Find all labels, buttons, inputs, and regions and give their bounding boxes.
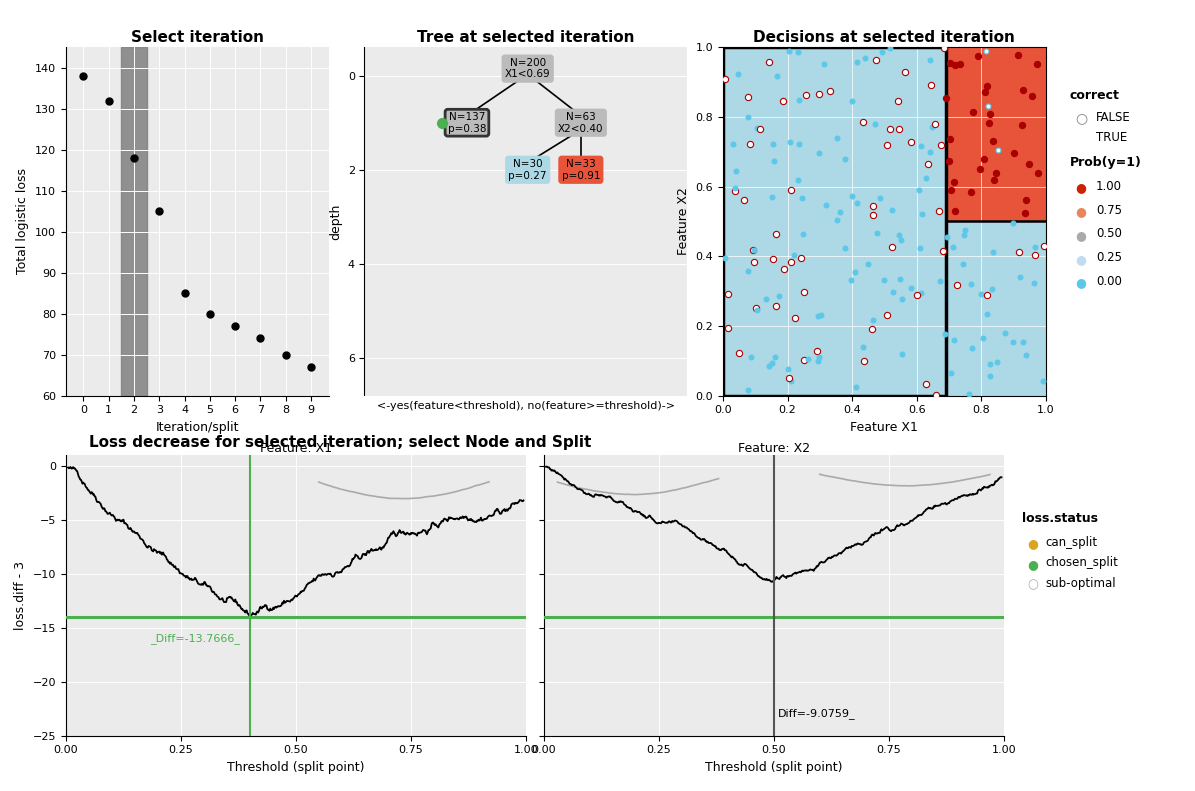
Title: Decisions at selected iteration: Decisions at selected iteration xyxy=(753,30,1016,45)
Text: ●: ● xyxy=(1076,252,1086,266)
Point xyxy=(251,332,270,345)
Text: sub-optimal: sub-optimal xyxy=(1046,577,1116,590)
Text: 0.75: 0.75 xyxy=(1096,203,1122,217)
Point xyxy=(74,70,93,82)
Bar xyxy=(122,47,147,396)
Text: ●: ● xyxy=(1076,205,1086,218)
Text: Prob(y=1): Prob(y=1) xyxy=(1070,156,1141,169)
Y-axis label: loss.diff - 3: loss.diff - 3 xyxy=(14,561,27,630)
Text: ○: ○ xyxy=(1028,578,1038,592)
Text: N=30
p=0.27: N=30 p=0.27 xyxy=(508,159,547,180)
Text: FALSE: FALSE xyxy=(1096,111,1130,124)
Point xyxy=(174,287,194,300)
Text: TRUE: TRUE xyxy=(1096,131,1127,144)
Text: Diff=-9.0759_: Diff=-9.0759_ xyxy=(778,709,856,720)
Title: Feature: X2: Feature: X2 xyxy=(737,442,810,455)
Text: Loss decrease for selected iteration; select Node and Split: Loss decrease for selected iteration; se… xyxy=(90,435,592,450)
Bar xyxy=(723,47,945,396)
Point xyxy=(201,307,220,320)
Text: N=63
X2<0.40: N=63 X2<0.40 xyxy=(558,112,603,134)
Text: can_split: can_split xyxy=(1046,536,1098,549)
Title: Feature: X1: Feature: X1 xyxy=(259,442,332,455)
Text: 1.00: 1.00 xyxy=(1096,180,1122,193)
Text: loss.status: loss.status xyxy=(1022,512,1098,525)
Point xyxy=(99,94,118,107)
X-axis label: Iteration/split: Iteration/split xyxy=(155,421,239,433)
Y-axis label: Feature X2: Feature X2 xyxy=(676,187,690,255)
Text: _Diff=-13.7666_: _Diff=-13.7666_ xyxy=(151,633,240,644)
Point xyxy=(276,348,295,361)
X-axis label: <-yes(feature<threshold), no(feature>=threshold)->: <-yes(feature<threshold), no(feature>=th… xyxy=(376,401,675,411)
Bar xyxy=(723,47,945,396)
Bar xyxy=(945,47,1046,221)
Text: N=200
X1<0.69: N=200 X1<0.69 xyxy=(504,58,551,79)
Bar xyxy=(945,221,1046,396)
Text: ●: ● xyxy=(1076,229,1086,242)
Text: ●: ● xyxy=(1028,537,1038,551)
Title: Select iteration: Select iteration xyxy=(130,30,264,45)
Text: correct: correct xyxy=(1070,89,1120,102)
Point xyxy=(149,205,168,218)
Y-axis label: Total logistic loss: Total logistic loss xyxy=(17,168,30,274)
Text: N=33
p=0.91: N=33 p=0.91 xyxy=(562,159,600,180)
X-axis label: Threshold (split point): Threshold (split point) xyxy=(705,761,842,774)
Title: Tree at selected iteration: Tree at selected iteration xyxy=(417,30,635,45)
X-axis label: Feature X1: Feature X1 xyxy=(851,421,918,433)
Text: ●: ● xyxy=(1076,181,1086,195)
Point xyxy=(226,320,245,332)
Point xyxy=(124,152,143,165)
Text: 0.50: 0.50 xyxy=(1096,227,1122,240)
Text: ●: ● xyxy=(1076,276,1086,290)
Text: 0.25: 0.25 xyxy=(1096,251,1122,264)
Text: chosen_split: chosen_split xyxy=(1046,556,1119,570)
Text: ○: ○ xyxy=(1076,112,1087,126)
Text: ●: ● xyxy=(1028,558,1038,571)
Text: N=137
p=0.38: N=137 p=0.38 xyxy=(448,112,486,134)
Y-axis label: depth: depth xyxy=(329,203,342,240)
X-axis label: Threshold (split point): Threshold (split point) xyxy=(227,761,364,774)
Point xyxy=(301,361,320,373)
Text: 0.00: 0.00 xyxy=(1096,274,1122,288)
